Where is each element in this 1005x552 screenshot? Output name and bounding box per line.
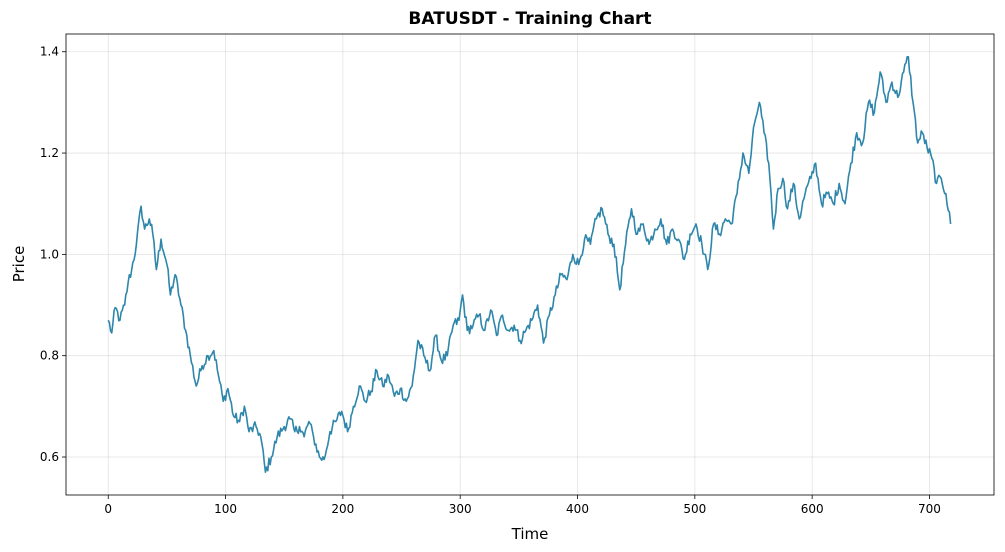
x-tick-label: 100 [214, 502, 237, 516]
x-axis: 0 100 200 300 400 500 600 700 [104, 495, 941, 516]
price-line [107, 56, 952, 473]
grid [66, 34, 994, 495]
y-tick-label: 0.6 [40, 450, 59, 464]
series-layer [107, 56, 952, 473]
plot-frame [65, 33, 995, 496]
y-tick-label: 1.0 [40, 247, 59, 261]
y-tick-label: 1.4 [40, 45, 59, 59]
x-tick-label: 300 [449, 502, 472, 516]
y-tick-label: 0.8 [40, 349, 59, 363]
y-axis: 0.6 0.8 1.0 1.2 1.4 [40, 45, 66, 464]
x-tick-label: 400 [566, 502, 589, 516]
x-axis-label: Time [511, 525, 549, 543]
y-tick-label: 1.2 [40, 146, 59, 160]
y-axis-label: Price [10, 246, 28, 283]
x-tick-label: 200 [331, 502, 354, 516]
x-tick-label: 500 [683, 502, 706, 516]
x-tick-label: 0 [104, 502, 112, 516]
chart-title: BATUSDT - Training Chart [408, 9, 651, 29]
x-tick-label: 600 [801, 502, 824, 516]
x-tick-label: 700 [918, 502, 941, 516]
